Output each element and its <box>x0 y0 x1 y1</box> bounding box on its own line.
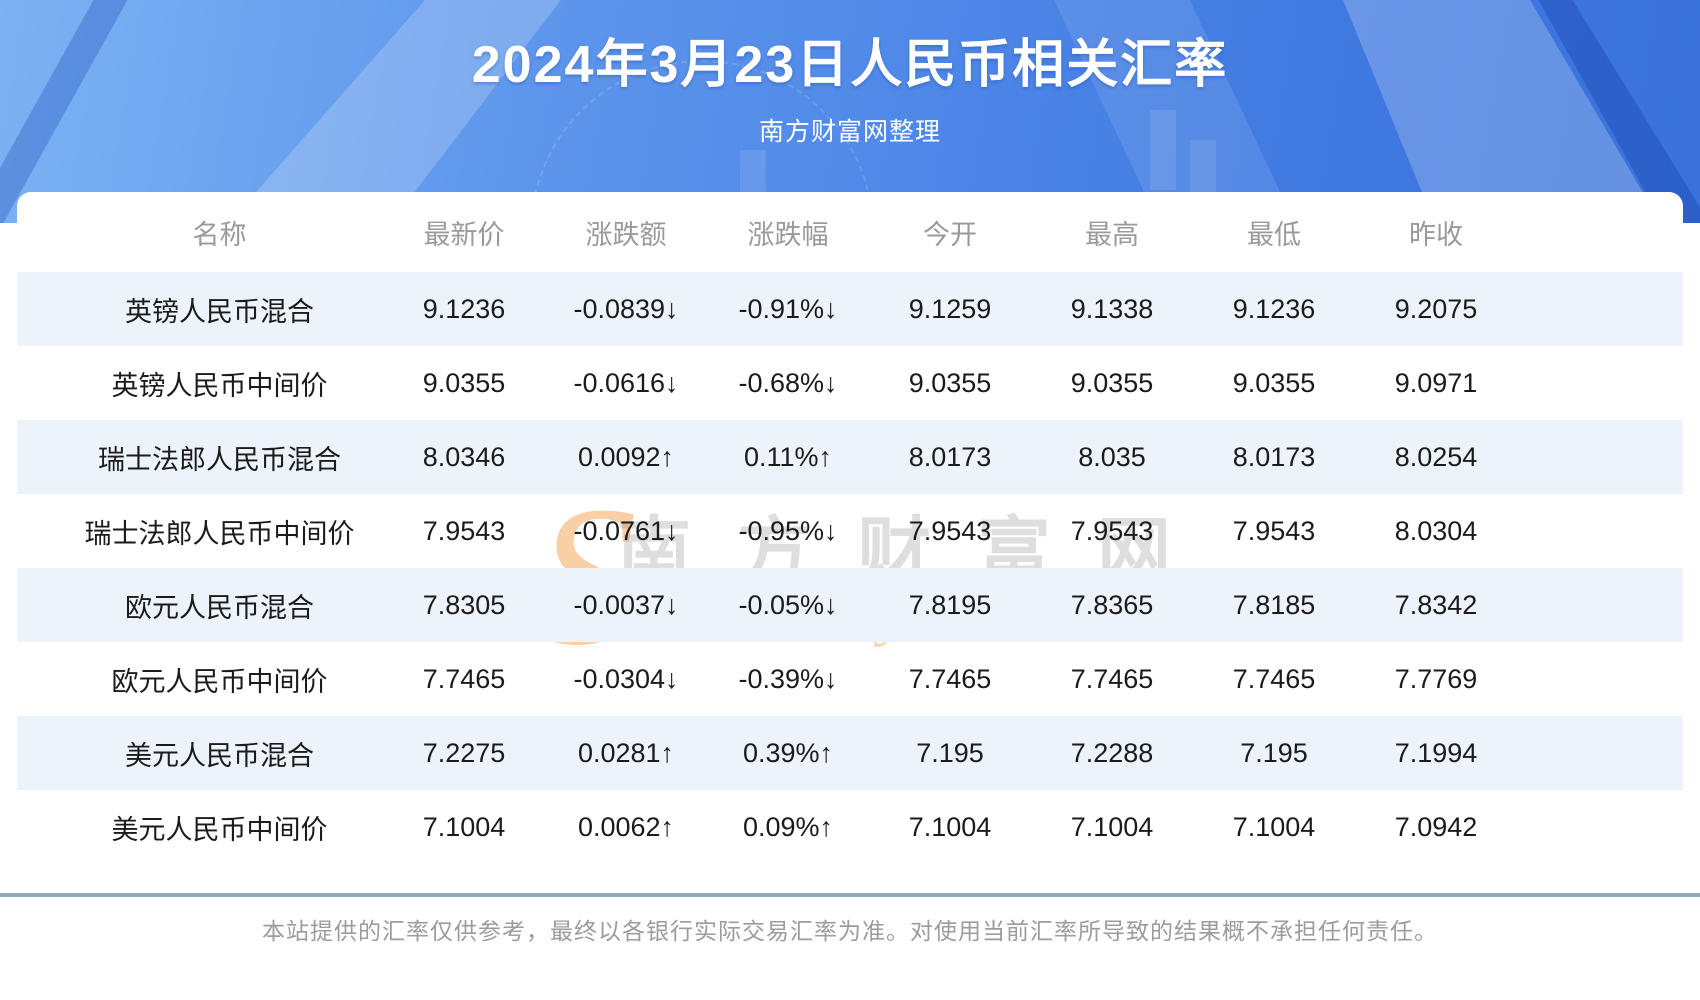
decor-candlestick <box>1150 110 1176 190</box>
table-row: 欧元人民币混合 7.8305 -0.0037↓ -0.05%↓ 7.8195 7.8365… <box>17 568 1683 642</box>
open-value: 9.0355 <box>908 367 992 398</box>
latest-value: 8.0346 <box>422 441 506 472</box>
high-value: 7.8365 <box>1070 589 1154 620</box>
open-value: 7.9543 <box>908 515 992 546</box>
change-value: 0.0281↑ <box>577 737 675 768</box>
low-value: 7.9543 <box>1232 515 1316 546</box>
open-value: 7.8195 <box>908 589 992 620</box>
high-value: 7.1004 <box>1070 811 1154 842</box>
currency-pair-name: 欧元人民币中间价 <box>111 666 328 697</box>
change-value: -0.0616↓ <box>573 367 679 398</box>
prev-close-value: 7.8342 <box>1394 589 1478 620</box>
table-row: 欧元人民币中间价 7.7465 -0.0304↓ -0.39%↓ 7.7465 7.746… <box>17 642 1683 716</box>
change-value: 0.0062↑ <box>577 811 675 842</box>
currency-pair-name: 英镑人民币混合 <box>125 296 314 327</box>
prev-close-value: 8.0304 <box>1394 515 1478 546</box>
latest-value: 7.7465 <box>422 663 506 694</box>
table-row: 美元人民币中间价 7.1004 0.0062↑ 0.09%↑ 7.1004 7.1004 7… <box>17 790 1683 864</box>
change-value: -0.0839↓ <box>573 293 679 324</box>
low-value: 7.7465 <box>1232 663 1316 694</box>
currency-pair-name: 瑞士法郎人民币混合 <box>98 444 341 475</box>
low-value: 7.8185 <box>1232 589 1316 620</box>
open-value: 7.1004 <box>908 811 992 842</box>
column-header: 涨跌幅 <box>747 219 829 250</box>
latest-value: 7.2275 <box>422 737 506 768</box>
prev-close-value: 7.1994 <box>1394 737 1478 768</box>
disclaimer-text: 本站提供的汇率仅供参考，最终以各银行实际交易汇率为准。对使用当前汇率所导致的结果… <box>262 918 1438 944</box>
latest-value: 7.9543 <box>422 515 506 546</box>
table-row: 英镑人民币混合 9.1236 -0.0839↓ -0.91%↓ 9.1259 9.1338… <box>17 272 1683 346</box>
latest-value: 7.8305 <box>422 589 506 620</box>
prev-close-value: 9.0971 <box>1394 367 1478 398</box>
change-pct-value: -0.39%↓ <box>738 663 838 694</box>
currency-pair-name: 瑞士法郎人民币中间价 <box>84 518 355 549</box>
high-value: 7.2288 <box>1070 737 1154 768</box>
change-pct-value: -0.68%↓ <box>738 367 838 398</box>
open-value: 7.195 <box>916 737 984 768</box>
change-value: -0.0304↓ <box>573 663 679 694</box>
table-row: 瑞士法郎人民币中间价 7.9543 -0.0761↓ -0.95%↓ 7.9543 7.9… <box>17 494 1683 568</box>
table-header-row: 名称 最新价 涨跌额 涨跌幅 今开 最高 最低 昨收 <box>17 192 1683 272</box>
bottom-divider <box>0 893 1700 897</box>
latest-value: 9.0355 <box>422 367 506 398</box>
table-row: 美元人民币混合 7.2275 0.0281↑ 0.39%↑ 7.195 7.2288 7.1… <box>17 716 1683 790</box>
high-value: 9.1338 <box>1070 293 1154 324</box>
prev-close-value: 9.2075 <box>1394 293 1478 324</box>
open-value: 7.7465 <box>908 663 992 694</box>
column-header: 最新价 <box>423 219 505 250</box>
column-header: 今开 <box>923 219 977 250</box>
decor-candlestick <box>1190 140 1216 200</box>
table-row: 瑞士法郎人民币混合 8.0346 0.0092↑ 0.11%↑ 8.0173 8.035 8… <box>17 420 1683 494</box>
prev-close-value: 7.0942 <box>1394 811 1478 842</box>
open-value: 9.1259 <box>908 293 992 324</box>
column-header: 最高 <box>1085 219 1139 250</box>
change-pct-value: 0.09%↑ <box>742 811 834 842</box>
low-value: 8.0173 <box>1232 441 1316 472</box>
high-value: 7.9543 <box>1070 515 1154 546</box>
low-value: 7.195 <box>1240 737 1308 768</box>
currency-pair-name: 美元人民币混合 <box>125 740 314 771</box>
low-value: 9.1236 <box>1232 293 1316 324</box>
currency-pair-name: 英镑人民币中间价 <box>111 370 328 401</box>
table-row: 英镑人民币中间价 9.0355 -0.0616↓ -0.68%↓ 9.0355 9.035… <box>17 346 1683 420</box>
currency-pair-name: 欧元人民币混合 <box>125 592 314 623</box>
change-value: -0.0037↓ <box>573 589 679 620</box>
exchange-rate-table: 名称 最新价 涨跌额 涨跌幅 今开 最高 最低 昨收 英镑人民币混合 9.1236 -0.0839… <box>17 192 1683 864</box>
change-pct-value: 0.39%↑ <box>742 737 834 768</box>
change-pct-value: -0.91%↓ <box>738 293 838 324</box>
column-header: 名称 <box>192 219 247 250</box>
change-pct-value: -0.05%↓ <box>738 589 838 620</box>
page-title: 2024年3月23日人民币相关汇率 <box>471 36 1229 94</box>
low-value: 7.1004 <box>1232 811 1316 842</box>
latest-value: 9.1236 <box>422 293 506 324</box>
hero-banner: 2024年3月23日人民币相关汇率 南方财富网整理 <box>0 0 1700 223</box>
rates-card: S 南方财富网 outhmoney.com 名称 最新价 涨跌额 涨跌幅 今开 最高 最低昨… <box>17 192 1683 893</box>
change-pct-value: 0.11%↑ <box>743 441 833 472</box>
high-value: 8.035 <box>1078 441 1146 472</box>
high-value: 9.0355 <box>1070 367 1154 398</box>
latest-value: 7.1004 <box>422 811 506 842</box>
column-header: 最低 <box>1247 219 1301 250</box>
page-subtitle: 南方财富网整理 <box>758 118 941 146</box>
column-header: 昨收 <box>1409 219 1463 250</box>
currency-pair-name: 美元人民币中间价 <box>111 814 328 845</box>
change-value: -0.0761↓ <box>573 515 679 546</box>
change-pct-value: -0.95%↓ <box>738 515 838 546</box>
change-value: 0.0092↑ <box>577 441 675 472</box>
prev-close-value: 8.0254 <box>1394 441 1478 472</box>
low-value: 9.0355 <box>1232 367 1316 398</box>
column-header: 涨跌额 <box>585 219 667 250</box>
prev-close-value: 7.7769 <box>1394 663 1478 694</box>
high-value: 7.7465 <box>1070 663 1154 694</box>
open-value: 8.0173 <box>908 441 992 472</box>
